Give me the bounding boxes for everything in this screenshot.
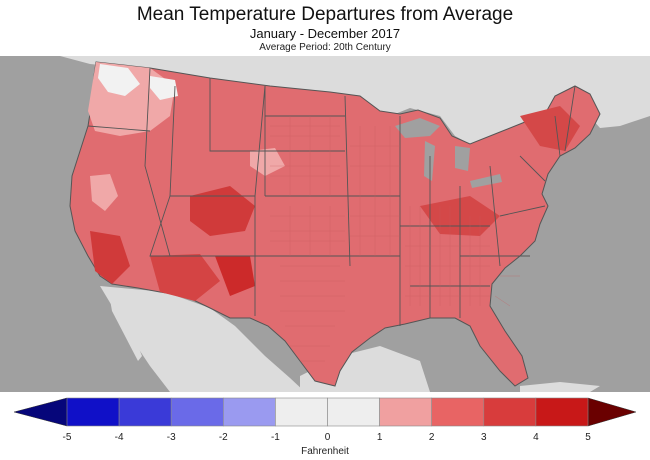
legend-bin	[535, 397, 589, 427]
legend-scale: -5 -4 -3 -2 -1 0 1 2 3 4 5	[13, 397, 637, 443]
canada-land	[0, 56, 650, 144]
legend-bin	[275, 397, 328, 427]
state-borders	[87, 67, 576, 326]
light-region-nevada	[90, 174, 118, 211]
legend-bin	[431, 397, 485, 427]
temperature-map	[0, 56, 650, 392]
warm-region-new-mexico	[215, 256, 255, 296]
warm-region-utah-colorado	[190, 186, 255, 236]
legend-tick-label: -1	[271, 432, 280, 443]
legend-arrow-low	[13, 397, 68, 427]
baja-peninsula	[108, 288, 142, 361]
near-normal-region-washington	[98, 64, 140, 96]
map-title: Mean Temperature Departures from Average	[136, 4, 514, 25]
lake-huron	[455, 146, 470, 171]
near-normal-region-idaho	[150, 76, 178, 100]
legend-arrow-high	[587, 397, 637, 427]
map-subtitle: January - December 2017	[249, 26, 401, 41]
cuba-land	[520, 382, 600, 392]
legend-tick-label: -4	[115, 432, 124, 443]
color-legend: -5 -4 -3 -2 -1 0 1 2 3 4 5	[0, 392, 650, 460]
legend-bin	[118, 397, 172, 427]
legend-tick-label: 3	[481, 432, 487, 443]
lake-superior	[395, 118, 440, 138]
legend-tick-label: 4	[533, 432, 539, 443]
warm-region-arizona	[150, 254, 220, 301]
warm-region-california	[90, 231, 130, 284]
legend-bin	[66, 397, 120, 427]
legend-bin	[223, 397, 276, 427]
legend-tick-label: -5	[63, 432, 72, 443]
legend-bin	[170, 397, 224, 427]
legend-bin	[327, 397, 380, 427]
lake-erie	[470, 174, 502, 188]
legend-unit-label: Fahrenheit	[301, 446, 349, 457]
legend-tick-label: -2	[219, 432, 228, 443]
legend-tick-label: 1	[377, 432, 383, 443]
warm-region-new-england	[520, 106, 580, 151]
legend-bin	[483, 397, 537, 427]
legend-bin	[379, 397, 433, 427]
legend-tick-label: 0	[325, 432, 331, 443]
legend-tick-label: 2	[429, 432, 435, 443]
contiguous-us	[69, 61, 601, 387]
legend-tick-label: -3	[167, 432, 176, 443]
average-period: Average Period: 20th Century	[259, 42, 391, 53]
county-lines	[270, 116, 520, 362]
legend-tick-label: 5	[585, 432, 591, 443]
lake-michigan	[424, 141, 435, 181]
mexico-land	[100, 286, 305, 392]
map-svg	[0, 56, 650, 392]
